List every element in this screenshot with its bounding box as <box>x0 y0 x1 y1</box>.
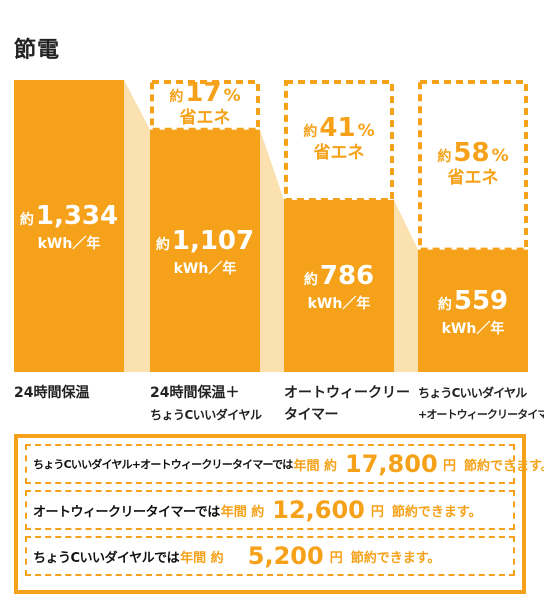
category-label-4-line2: +オートウィークリータイマー <box>418 408 544 421</box>
bar-4 <box>418 249 528 372</box>
bar-unit-label-3: kWh／年 <box>308 295 371 312</box>
connector-1 <box>124 80 150 372</box>
bar-value-label-1: 約1,334 <box>20 201 118 231</box>
category-label-1-line1: 24時間保温 <box>14 385 90 401</box>
category-label-3-line2: タイマー <box>284 407 339 423</box>
page-title: 節電 <box>14 38 61 63</box>
savings-percent-2: 約17% <box>169 78 240 108</box>
summary-row-1-unit: 円 <box>443 458 457 474</box>
savings-label-4: 省エネ <box>447 167 499 188</box>
bar-value-label-2: 約1,107 <box>156 226 254 256</box>
summary-row-3-value: 5,200 <box>247 542 324 570</box>
bar-1 <box>14 80 124 372</box>
category-label-2-line1: 24時間保温＋ <box>150 385 240 401</box>
savings-percent-3: 約41% <box>303 113 374 143</box>
summary-row-3: ちょうCいいダイヤルでは 年間 約 5,200 円 節約できます。 <box>25 536 515 576</box>
category-label-1: 24時間保温 <box>14 382 89 404</box>
bar-unit-label-4: kWh／年 <box>442 320 505 337</box>
category-label-4: ちょうCいいダイヤル +オートウィークリータイマー <box>418 382 544 426</box>
summary-row-1: ちょうCいいダイヤル+オートウィークリータイマーでは 年間 約 17,800 円… <box>25 444 544 484</box>
bar-unit-label-1: kWh／年 <box>38 235 101 252</box>
bar-unit-label-2: kWh／年 <box>174 260 237 277</box>
summary-row-1-prefix: 年間 約 <box>293 458 338 474</box>
bar-3 <box>284 199 394 372</box>
category-label-2-line2: ちょうCいいダイヤル <box>150 408 262 422</box>
summary-row-2-suffix: 節約できます。 <box>391 504 482 520</box>
connector-3 <box>394 199 418 372</box>
savings-label-3: 省エネ <box>313 142 365 163</box>
category-label-3-line1: オートウィークリー <box>284 385 410 401</box>
summary-row-3-label: ちょうCいいダイヤルでは <box>33 550 180 566</box>
bar-2 <box>150 129 260 372</box>
summary-row-3-unit: 円 <box>329 550 343 566</box>
summary-row-2: オートウィークリータイマーでは 年間 約 12,600 円 節約できます。 <box>25 490 515 530</box>
summary-row-3-prefix: 年間 約 <box>180 550 224 566</box>
summary-row-2-unit: 円 <box>370 504 384 520</box>
summary-row-2-value: 12,600 <box>272 496 365 524</box>
category-label-3: オートウィークリー タイマー <box>284 382 410 426</box>
summary-row-2-prefix: 年間 約 <box>220 504 265 520</box>
category-label-4-line1: ちょうCいいダイヤル <box>418 386 527 400</box>
summary-row-3-suffix: 節約できます。 <box>350 550 441 566</box>
summary-row-1-suffix: 節約できます。 <box>464 458 544 474</box>
summary-row-2-label: オートウィークリータイマーでは <box>33 504 220 520</box>
connector-2 <box>260 129 284 372</box>
bar-value-label-4: 約559 <box>438 286 508 316</box>
bar-value-label-3: 約786 <box>304 261 374 291</box>
savings-label-2: 省エネ <box>179 107 231 128</box>
savings-percent-4: 約58% <box>437 138 508 168</box>
summary-row-1-label: ちょうCいいダイヤル+オートウィークリータイマーでは <box>33 458 293 471</box>
category-label-2: 24時間保温＋ ちょうCいいダイヤル <box>150 382 262 426</box>
savings-summary-box: ちょうCいいダイヤル+オートウィークリータイマーでは 年間 約 17,800 円… <box>14 434 544 594</box>
summary-row-1-value: 17,800 <box>345 450 438 478</box>
